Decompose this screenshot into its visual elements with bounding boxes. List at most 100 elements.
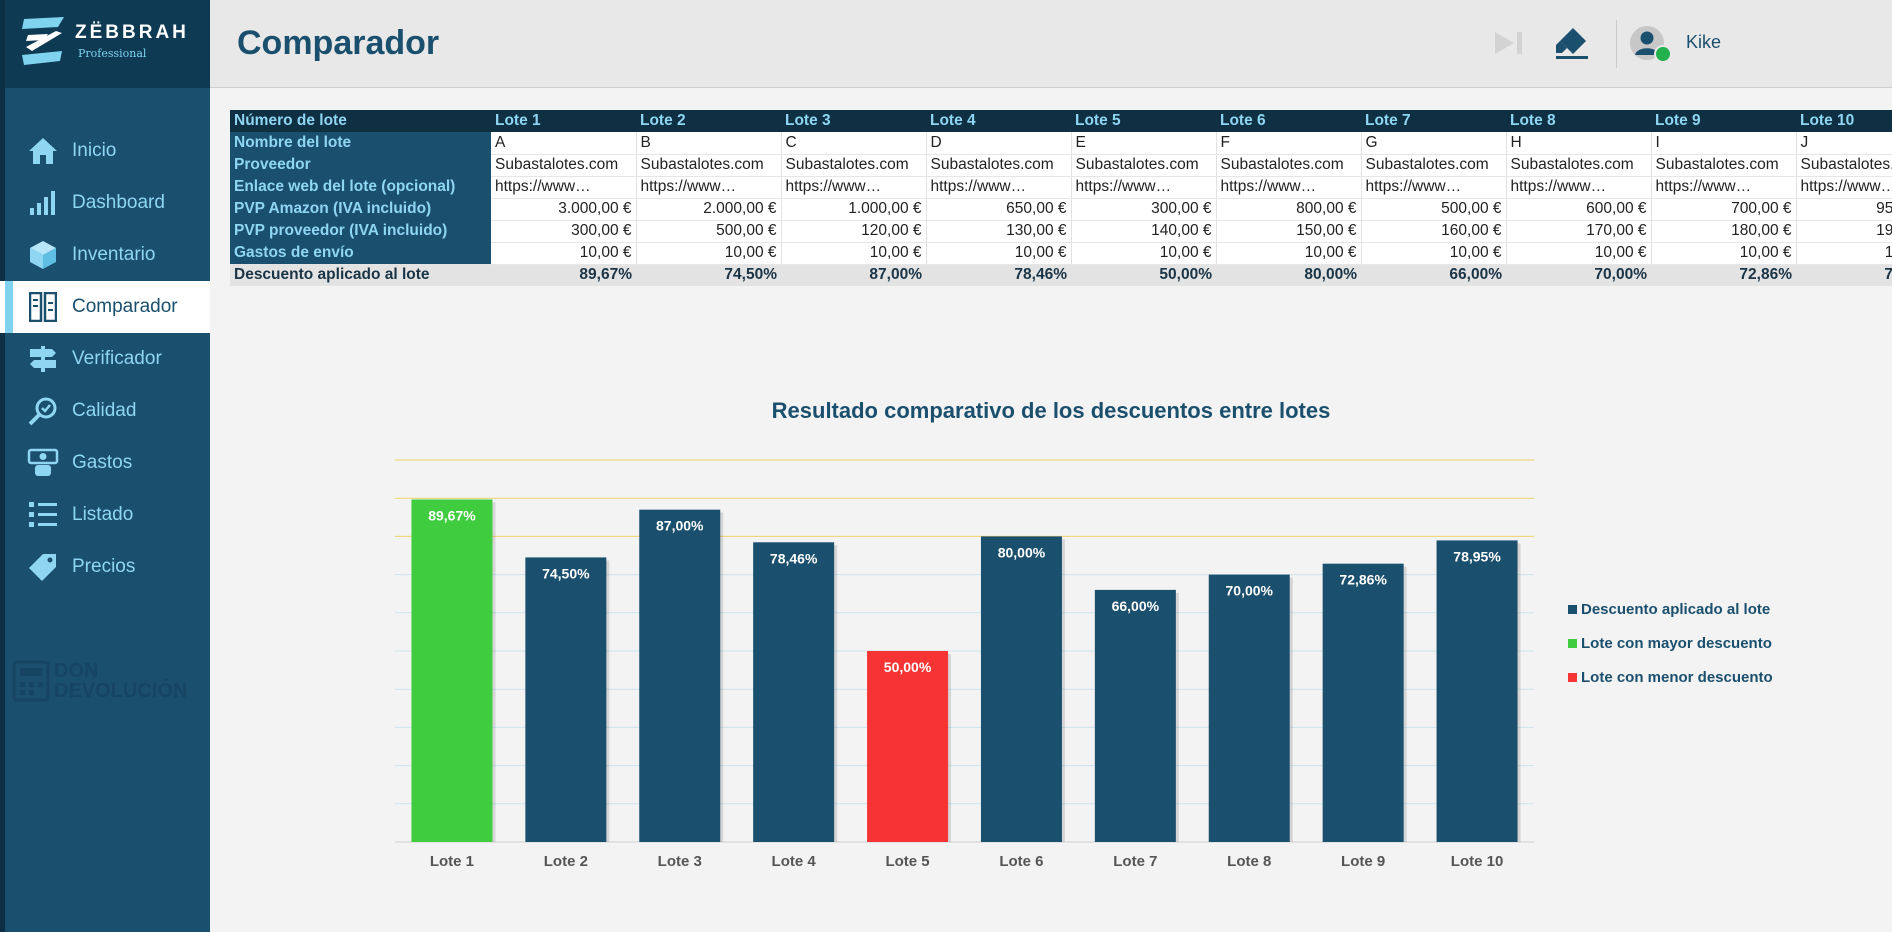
table-cell[interactable]: https://www… [1651, 176, 1797, 199]
table-cell[interactable]: I [1651, 132, 1797, 155]
table-cell[interactable]: D [926, 132, 1072, 155]
sidebar-item-verificador[interactable]: Verificador [0, 333, 210, 385]
table-cell[interactable]: 10,00 € [1506, 242, 1652, 265]
table-cell[interactable]: 10,00 € [926, 242, 1072, 265]
x-tick-label: Lote 1 [430, 853, 474, 870]
table-cell[interactable]: Subastalotes.com [1796, 154, 1892, 177]
table-cell[interactable]: 300,00 € [1071, 198, 1217, 221]
sidebar-item-inventario[interactable]: Inventario [0, 229, 210, 281]
user-avatar[interactable] [1629, 24, 1673, 64]
legend-item: Lote con mayor descuento [1568, 626, 1773, 660]
sidebar-item-calidad[interactable]: Calidad [0, 385, 210, 437]
table-cell[interactable]: 600,00 € [1506, 198, 1652, 221]
table-cell[interactable]: https://www… [926, 176, 1072, 199]
eraser-icon[interactable] [1555, 26, 1589, 60]
table-cell[interactable]: 10,00 € [781, 242, 927, 265]
bar-data-label: 78,46% [770, 550, 818, 566]
table-cell[interactable]: 10,00 € [1216, 242, 1362, 265]
table-cell[interactable]: 650,00 € [926, 198, 1072, 221]
table-cell[interactable]: 120,00 € [781, 220, 927, 243]
home-icon [26, 134, 60, 168]
table-cell[interactable]: 130,00 € [926, 220, 1072, 243]
table-cell[interactable]: C [781, 132, 927, 155]
bar-data-label: 72,86% [1339, 572, 1387, 588]
bar [1322, 563, 1404, 842]
table-cell[interactable]: 500,00 € [636, 220, 782, 243]
table-cell[interactable]: 10,00 € [1651, 242, 1797, 265]
legend-item: Lote con menor descuento [1568, 660, 1773, 694]
table-cell[interactable]: 160,00 € [1361, 220, 1507, 243]
skip-next-icon[interactable] [1492, 28, 1526, 58]
comparison-table-container: Número de lote Lote 1 Lote 2 Lote 3 Lote 4 Lo… [230, 110, 1892, 286]
table-cell[interactable]: 170,00 € [1506, 220, 1652, 243]
bar-data-label: 80,00% [998, 544, 1046, 560]
sidebar-item-inicio[interactable]: Inicio [0, 125, 210, 177]
table-cell[interactable]: 140,00 € [1071, 220, 1217, 243]
table-cell[interactable]: https://www… [1071, 176, 1217, 199]
legend-swatch [1568, 672, 1577, 682]
sidebar-item-label: Dashboard [72, 192, 165, 213]
compare-icon [26, 290, 60, 324]
sidebar-item-dashboard[interactable]: Dashboard [0, 177, 210, 229]
table-cell[interactable]: https://www… [1216, 176, 1362, 199]
column-header: Lote 4 [926, 110, 1071, 132]
table-cell[interactable]: 180,00 € [1651, 220, 1797, 243]
table-cell[interactable]: 1.000,00 € [781, 198, 927, 221]
table-cell[interactable]: Subastalotes.com [491, 154, 637, 177]
table-cell[interactable]: H [1506, 132, 1652, 155]
sidebar-item-precios[interactable]: Precios [0, 541, 210, 593]
sidebar-item-label: Calidad [72, 400, 137, 421]
bar [980, 536, 1062, 842]
table-cell[interactable]: 10,00 € [1361, 242, 1507, 265]
table-cell[interactable]: Subastalotes.com [636, 154, 782, 177]
table-cell[interactable]: Subastalotes.com [926, 154, 1072, 177]
sidebar-item-gastos[interactable]: Gastos [0, 437, 210, 489]
table-cell[interactable]: E [1071, 132, 1217, 155]
comparison-table: Número de lote Lote 1 Lote 2 Lote 3 Lote 4 Lo… [230, 110, 1892, 286]
table-cell[interactable]: https://www… [1796, 176, 1892, 199]
table-cell[interactable]: 950,00 € [1796, 198, 1892, 221]
table-cell[interactable]: https://www… [1506, 176, 1652, 199]
don-devolucion-watermark: DON DEVOLUCIÓN [12, 660, 187, 702]
table-cell[interactable]: J [1796, 132, 1892, 155]
row-label: Descuento aplicado al lote [230, 264, 491, 286]
table-cell[interactable]: 800,00 € [1216, 198, 1362, 221]
table-row: PVP Amazon (IVA incluido) 3.000,00 €2.000… [230, 198, 1892, 221]
table-cell[interactable]: https://www… [491, 176, 637, 199]
table-cell[interactable]: 10,00 € [1796, 242, 1892, 265]
discount-cell: 74,50% [636, 264, 781, 286]
table-cell[interactable]: 2.000,00 € [636, 198, 782, 221]
table-cell[interactable]: 3.000,00 € [491, 198, 637, 221]
table-cell[interactable]: F [1216, 132, 1362, 155]
table-cell[interactable]: Subastalotes.com [1506, 154, 1652, 177]
table-cell[interactable]: Subastalotes.com [1651, 154, 1797, 177]
table-cell[interactable]: 700,00 € [1651, 198, 1797, 221]
x-tick-label: Lote 6 [999, 853, 1043, 870]
sidebar-item-comparador[interactable]: Comparador [0, 281, 210, 333]
table-cell[interactable]: Subastalotes.com [1071, 154, 1217, 177]
table-cell[interactable]: 500,00 € [1361, 198, 1507, 221]
table-cell[interactable]: G [1361, 132, 1507, 155]
brand-edition: Professional [78, 47, 147, 60]
table-cell[interactable]: Subastalotes.com [1361, 154, 1507, 177]
table-cell[interactable]: 10,00 € [636, 242, 782, 265]
table-cell[interactable]: https://www… [781, 176, 927, 199]
x-tick-label: Lote 2 [544, 853, 588, 870]
app-logo[interactable]: ZËBBRAH Professional [5, 0, 210, 88]
table-cell[interactable]: https://www… [1361, 176, 1507, 199]
user-name[interactable]: Kike [1686, 32, 1722, 52]
table-cell[interactable]: 300,00 € [491, 220, 637, 243]
table-cell[interactable]: A [491, 132, 637, 155]
table-cell[interactable]: B [636, 132, 782, 155]
table-cell[interactable]: Subastalotes.com [1216, 154, 1362, 177]
table-cell[interactable]: 10,00 € [1071, 242, 1217, 265]
table-cell[interactable]: https://www… [636, 176, 782, 199]
column-header: Lote 9 [1651, 110, 1796, 132]
table-cell[interactable]: 10,00 € [491, 242, 637, 265]
sidebar-item-listado[interactable]: Listado [0, 489, 210, 541]
table-cell[interactable]: Subastalotes.com [781, 154, 927, 177]
bar [753, 542, 835, 842]
table-cell[interactable]: 190,00 € [1796, 220, 1892, 243]
table-cell[interactable]: 150,00 € [1216, 220, 1362, 243]
